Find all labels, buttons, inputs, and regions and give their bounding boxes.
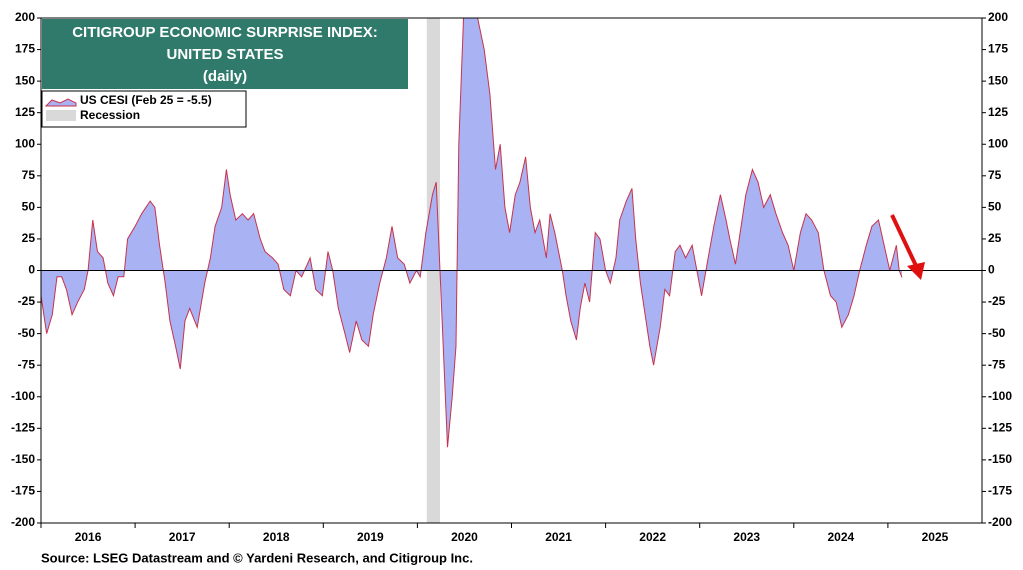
x-tick-label: 2021 xyxy=(545,530,572,544)
y2-tick-label: -175 xyxy=(988,484,1012,498)
y-tick-label: 175 xyxy=(15,42,35,56)
y2-tick-label: 100 xyxy=(988,136,1008,150)
y2-tick-label: 25 xyxy=(988,231,1002,245)
y-tick-label: 125 xyxy=(15,105,35,119)
legend-label: US CESI (Feb 25 = -5.5) xyxy=(80,93,212,107)
x-tick-label: 2016 xyxy=(75,530,102,544)
y-tick-label: -50 xyxy=(18,326,36,340)
y2-tick-label: -75 xyxy=(988,357,1006,371)
x-tick-label: 2025 xyxy=(922,530,949,544)
y-tick-label: 200 xyxy=(15,10,35,24)
y-tick-label: 75 xyxy=(22,168,36,182)
plot-frame xyxy=(40,17,983,524)
legend-swatch xyxy=(46,110,76,121)
y2-tick-label: 125 xyxy=(988,105,1008,119)
y2-tick-label: 50 xyxy=(988,200,1002,214)
y2-tick-label: 150 xyxy=(988,73,1008,87)
y-tick-label: -175 xyxy=(11,484,35,498)
y-tick-label: -25 xyxy=(18,294,36,308)
y2-tick-label: -25 xyxy=(988,294,1006,308)
x-tick-label: 2017 xyxy=(169,530,196,544)
title-box xyxy=(42,19,408,89)
y2-tick-label: -150 xyxy=(988,452,1012,466)
x-tick-label: 2020 xyxy=(451,530,478,544)
y2-tick-label: 200 xyxy=(988,10,1008,24)
y-tick-label: -100 xyxy=(11,389,35,403)
y2-tick-label: -125 xyxy=(988,420,1012,434)
legend-swatch xyxy=(44,98,77,107)
y2-tick-label: -200 xyxy=(988,515,1012,529)
y2-tick-label: -100 xyxy=(988,389,1012,403)
legend-label: Recession xyxy=(80,108,140,122)
y-tick-label: -75 xyxy=(18,357,36,371)
x-tick-label: 2019 xyxy=(357,530,384,544)
x-tick-label: 2022 xyxy=(639,530,666,544)
x-tick-label: 2018 xyxy=(263,530,290,544)
y-tick-label: 100 xyxy=(15,136,35,150)
x-tick-label: 2023 xyxy=(733,530,760,544)
y2-tick-label: 175 xyxy=(988,42,1008,56)
chart-title: (daily) xyxy=(203,68,247,85)
arrow-head xyxy=(907,262,925,280)
arrow xyxy=(890,214,920,271)
y2-tick-label: 75 xyxy=(988,168,1002,182)
y-tick-label: -125 xyxy=(11,420,35,434)
y-tick-label: -150 xyxy=(11,452,35,466)
y-tick-label: 25 xyxy=(22,231,36,245)
y-tick-label: 150 xyxy=(15,73,35,87)
y-tick-label: 0 xyxy=(28,263,35,277)
y2-tick-label: 0 xyxy=(988,263,995,277)
y2-tick-label: -50 xyxy=(988,326,1006,340)
source: Source: LSEG Datastream and © Yardeni Re… xyxy=(41,550,473,565)
chart-title: CITIGROUP ECONOMIC SURPRISE INDEX: xyxy=(72,24,378,41)
area xyxy=(41,18,903,448)
y-tick-label: -200 xyxy=(11,515,35,529)
x-tick-label: 2024 xyxy=(827,530,854,544)
chart-title: UNITED STATES xyxy=(167,46,284,63)
y-tick-label: 50 xyxy=(22,200,36,214)
